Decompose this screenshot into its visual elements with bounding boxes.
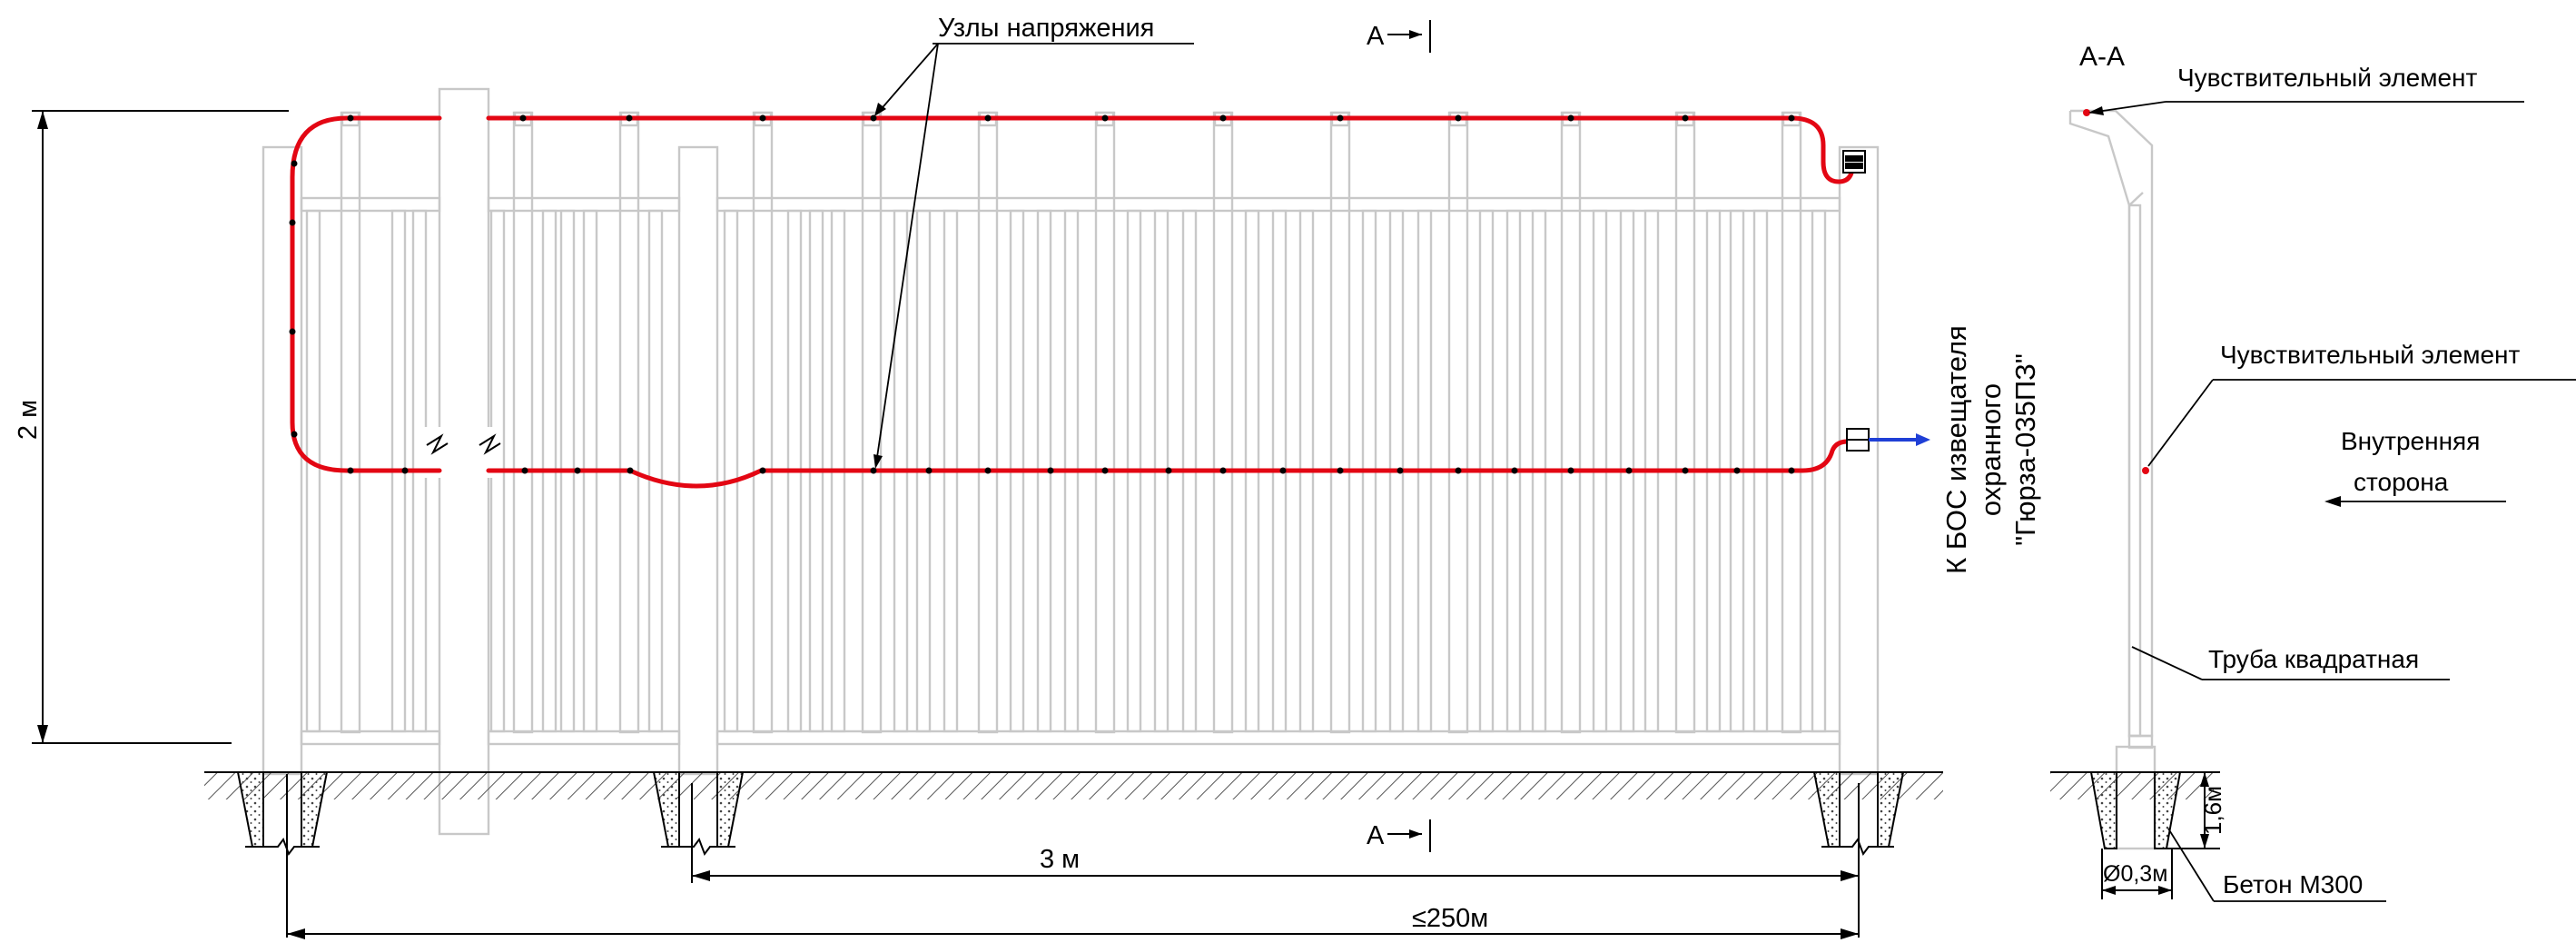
svg-text:А: А	[1367, 22, 1385, 51]
concrete-footings	[236, 771, 1905, 848]
inner-side-label-2: сторона	[2354, 468, 2449, 496]
height-dimension	[32, 110, 289, 744]
total-dimension-label: ≤250м	[1412, 904, 1488, 933]
sensor-label-middle: Чувствительный элемент	[2220, 341, 2521, 369]
span-dimension	[691, 783, 1860, 938]
section-mark-top: А	[1367, 20, 1431, 53]
sensor-marker-top	[2083, 109, 2090, 116]
connection-note: К БОС извещателя охранного "Гюрза-035ПЗ"	[1940, 325, 2041, 574]
cable-fixing-points	[289, 114, 1795, 474]
section-profile	[2068, 109, 2157, 850]
sensor-label-top: Чувствительный элемент	[2177, 64, 2478, 92]
inner-side-arrow	[2324, 496, 2506, 507]
depth-dimension	[2155, 771, 2220, 849]
signal-arrow	[1869, 433, 1930, 446]
section-view: А-А Чувствительный элемент Чувствительны…	[2050, 42, 2576, 902]
diameter-dimension	[2101, 849, 2173, 899]
tension-nodes-label: Узлы напряжения	[938, 14, 1154, 43]
svg-text:охранного: охранного	[1975, 383, 2007, 516]
ground-front	[204, 771, 1943, 857]
svg-text:К БОС извещателя: К БОС извещателя	[1940, 325, 1972, 574]
fence-post-right	[1838, 145, 1880, 776]
tension-nodes-callout: Узлы напряжения	[873, 14, 1194, 469]
junction-box-top	[1842, 150, 1866, 174]
depth-dimension-label: 1,6м	[2199, 786, 2226, 835]
fence-front-view	[262, 87, 1880, 836]
ground-section	[2050, 772, 2214, 799]
junction-box-bottom	[1846, 428, 1870, 452]
svg-text:"Гюрза-035ПЗ": "Гюрза-035ПЗ"	[2009, 353, 2041, 546]
section-title: А-А	[2079, 42, 2125, 72]
sensor-cable	[290, 115, 1862, 489]
height-dimension-label: 2 м	[14, 400, 43, 440]
fence-post-left	[262, 145, 303, 776]
fence-post-middle	[677, 145, 719, 776]
section-footing	[2089, 771, 2182, 849]
svg-text:А: А	[1367, 821, 1385, 850]
concrete-label: Бетон М300	[2223, 870, 2363, 898]
square-pipe-label: Труба квадратная	[2208, 645, 2419, 673]
sensor-marker-mid	[2142, 467, 2149, 474]
total-dimension	[286, 774, 1859, 939]
span-dimension-label: 3 м	[1040, 845, 1080, 874]
inner-side-label-1: Внутренняя	[2341, 427, 2480, 455]
diameter-dimension-label: Ø0,3м	[2103, 861, 2167, 887]
section-mark-bottom: А	[1367, 819, 1431, 852]
